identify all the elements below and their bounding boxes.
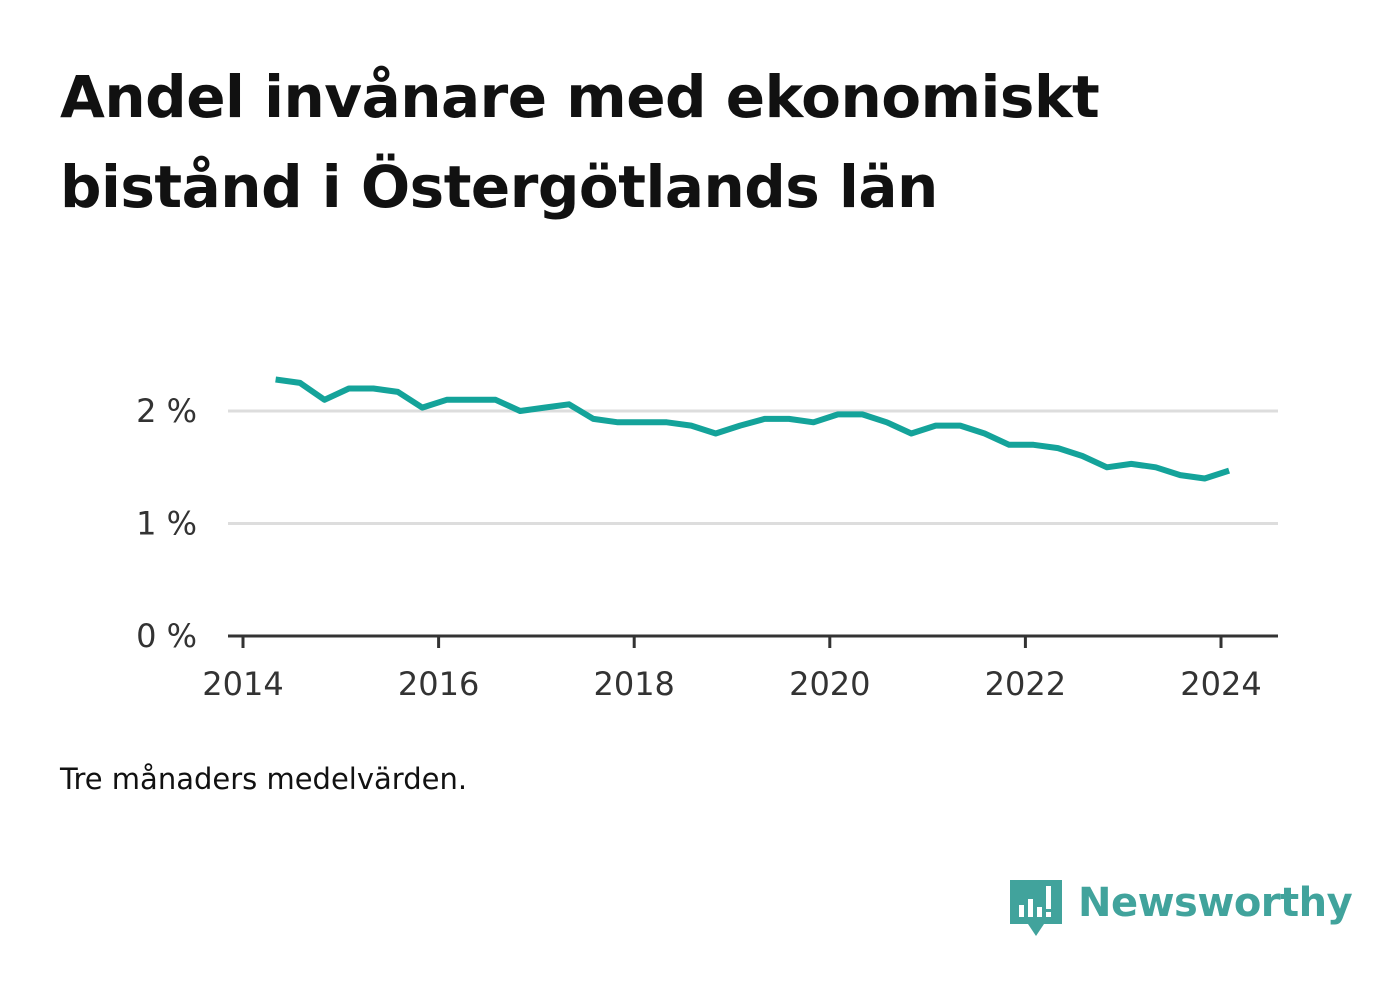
x-tick-label: 2018 [593,665,674,703]
y-tick-label: 0 % [136,617,197,655]
y-tick-label: 2 % [136,392,197,430]
x-tick-label: 2022 [985,665,1066,703]
x-tick-label: 2016 [398,665,479,703]
chart-caption: Tre månaders medelvärden. [60,762,468,796]
brand-name: Newsworthy [1078,880,1353,926]
series-layer [275,376,1231,482]
newsworthy-logo-icon [1010,880,1062,936]
x-axis [228,634,1278,648]
tick-labels: 0 % 1 % 2 % 2014 2016 2018 2020 2022 2024 [136,392,1262,703]
grid-layer [228,409,1278,525]
x-tick-label: 2024 [1180,665,1261,703]
x-tick-label: 2020 [789,665,870,703]
y-tick-label: 1 % [136,505,197,543]
x-tick-label: 2014 [202,665,283,703]
newsworthy-logo: Newsworthy [1010,878,1353,942]
chart-title: Andel invånare med ekonomiskt bistånd i … [60,63,1100,221]
series-line-0 [275,376,1231,482]
